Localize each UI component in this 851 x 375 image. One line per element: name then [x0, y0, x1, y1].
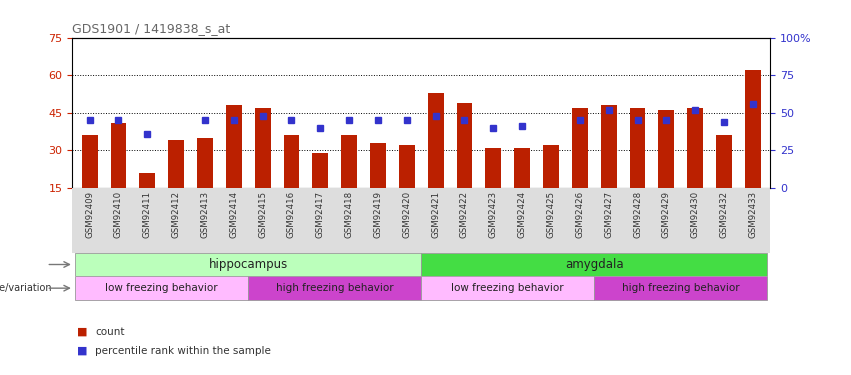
- Bar: [688, 108, 703, 188]
- Text: percentile rank within the sample: percentile rank within the sample: [95, 346, 271, 355]
- Text: ■: ■: [77, 327, 87, 337]
- Text: GSM92418: GSM92418: [345, 191, 354, 238]
- Text: GSM92432: GSM92432: [719, 191, 728, 238]
- Text: GSM92414: GSM92414: [229, 191, 238, 238]
- Text: low freezing behavior: low freezing behavior: [106, 283, 218, 293]
- Text: GSM92429: GSM92429: [662, 191, 671, 238]
- Text: GSM92425: GSM92425: [546, 191, 556, 238]
- Text: low freezing behavior: low freezing behavior: [451, 283, 564, 293]
- Bar: [659, 110, 674, 188]
- Bar: [341, 135, 357, 188]
- Bar: [399, 146, 414, 188]
- Text: GSM92419: GSM92419: [374, 191, 382, 238]
- Text: GDS1901 / 1419838_s_at: GDS1901 / 1419838_s_at: [72, 22, 231, 35]
- Text: high freezing behavior: high freezing behavior: [276, 283, 393, 293]
- Bar: [457, 103, 472, 188]
- Bar: [745, 70, 761, 188]
- Text: high freezing behavior: high freezing behavior: [622, 283, 740, 293]
- Bar: [485, 148, 501, 188]
- Bar: [421, 253, 768, 276]
- Text: GSM92420: GSM92420: [403, 191, 411, 238]
- Bar: [248, 276, 421, 300]
- Bar: [111, 123, 127, 188]
- Text: GSM92411: GSM92411: [143, 191, 151, 238]
- Bar: [543, 146, 559, 188]
- Text: GSM92428: GSM92428: [633, 191, 642, 238]
- Text: GSM92410: GSM92410: [114, 191, 123, 238]
- Bar: [421, 276, 594, 300]
- Text: GSM92433: GSM92433: [748, 191, 757, 238]
- Bar: [197, 138, 213, 188]
- Text: GSM92417: GSM92417: [316, 191, 325, 238]
- Bar: [594, 276, 768, 300]
- Text: GSM92413: GSM92413: [201, 191, 209, 238]
- Bar: [75, 253, 421, 276]
- Text: GSM92412: GSM92412: [172, 191, 180, 238]
- Text: GSM92430: GSM92430: [691, 191, 700, 238]
- Text: count: count: [95, 327, 125, 337]
- Bar: [630, 108, 645, 188]
- Bar: [572, 108, 588, 188]
- Bar: [370, 143, 386, 188]
- Bar: [283, 135, 300, 188]
- Text: ■: ■: [77, 346, 87, 355]
- Bar: [226, 105, 242, 188]
- Text: amygdala: amygdala: [565, 258, 624, 271]
- Bar: [140, 173, 155, 188]
- Bar: [254, 108, 271, 188]
- Text: GSM92409: GSM92409: [85, 191, 94, 238]
- Text: GSM92423: GSM92423: [488, 191, 498, 238]
- Bar: [168, 140, 184, 188]
- Text: GSM92416: GSM92416: [287, 191, 296, 238]
- Text: GSM92421: GSM92421: [431, 191, 440, 238]
- Text: GSM92422: GSM92422: [460, 191, 469, 238]
- Text: GSM92427: GSM92427: [604, 191, 614, 238]
- Bar: [716, 135, 732, 188]
- Bar: [312, 153, 328, 188]
- Text: hippocampus: hippocampus: [208, 258, 288, 271]
- Text: GSM92426: GSM92426: [575, 191, 585, 238]
- Bar: [601, 105, 617, 188]
- Text: GSM92415: GSM92415: [258, 191, 267, 238]
- Text: genotype/variation: genotype/variation: [0, 283, 53, 293]
- Bar: [514, 148, 530, 188]
- Text: GSM92424: GSM92424: [517, 191, 527, 238]
- Bar: [428, 93, 443, 188]
- Bar: [75, 276, 248, 300]
- Bar: [82, 135, 98, 188]
